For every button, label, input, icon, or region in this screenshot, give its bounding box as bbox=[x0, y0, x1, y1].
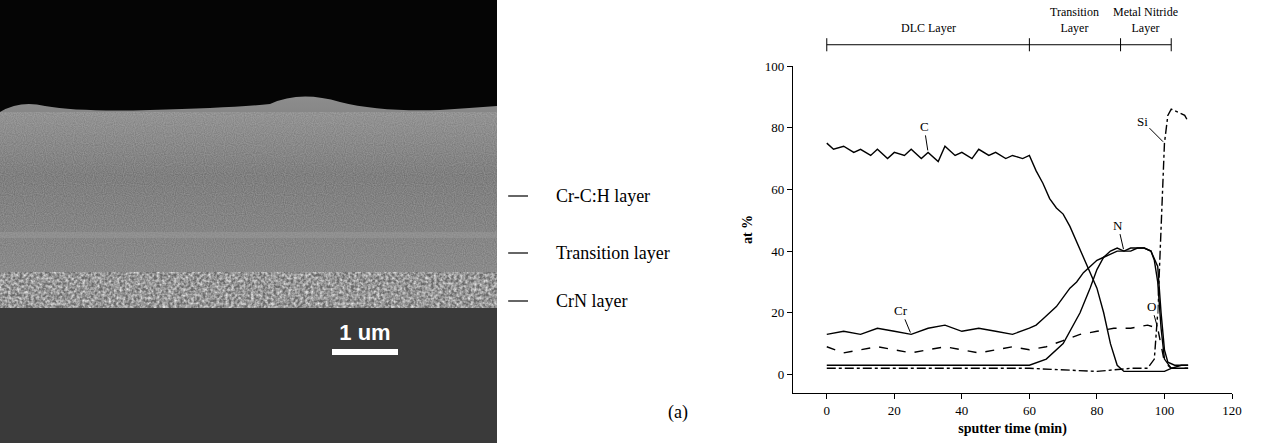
svg-text:1 um: 1 um bbox=[339, 320, 390, 345]
svg-text:60: 60 bbox=[1023, 403, 1036, 418]
svg-text:0: 0 bbox=[778, 367, 785, 382]
svg-text:100: 100 bbox=[1155, 403, 1175, 418]
svg-text:Si: Si bbox=[1137, 114, 1148, 129]
svg-text:40: 40 bbox=[955, 403, 968, 418]
svg-text:O: O bbox=[1147, 299, 1156, 314]
svg-text:at %: at % bbox=[740, 215, 755, 244]
svg-text:CrN layer: CrN layer bbox=[556, 291, 627, 311]
svg-text:DLC Layer: DLC Layer bbox=[901, 21, 956, 35]
svg-text:0: 0 bbox=[824, 403, 831, 418]
svg-text:100: 100 bbox=[765, 59, 785, 74]
svg-text:Metal NitrideLayer: Metal NitrideLayer bbox=[1113, 5, 1178, 35]
svg-text:20: 20 bbox=[888, 403, 901, 418]
svg-text:Transition layer: Transition layer bbox=[556, 243, 670, 263]
svg-text:20: 20 bbox=[771, 305, 784, 320]
svg-text:TransitionLayer: TransitionLayer bbox=[1050, 5, 1099, 35]
svg-text:C: C bbox=[920, 119, 929, 134]
svg-text:40: 40 bbox=[771, 244, 784, 259]
svg-text:N: N bbox=[1113, 218, 1123, 233]
svg-text:Cr-C:H layer: Cr-C:H layer bbox=[556, 186, 650, 206]
svg-text:60: 60 bbox=[771, 182, 784, 197]
svg-text:(a): (a) bbox=[668, 402, 688, 423]
svg-text:sputter time (min): sputter time (min) bbox=[958, 421, 1067, 437]
svg-text:80: 80 bbox=[771, 120, 784, 135]
svg-text:80: 80 bbox=[1090, 403, 1103, 418]
svg-text:Cr: Cr bbox=[894, 303, 908, 318]
svg-text:120: 120 bbox=[1222, 403, 1242, 418]
